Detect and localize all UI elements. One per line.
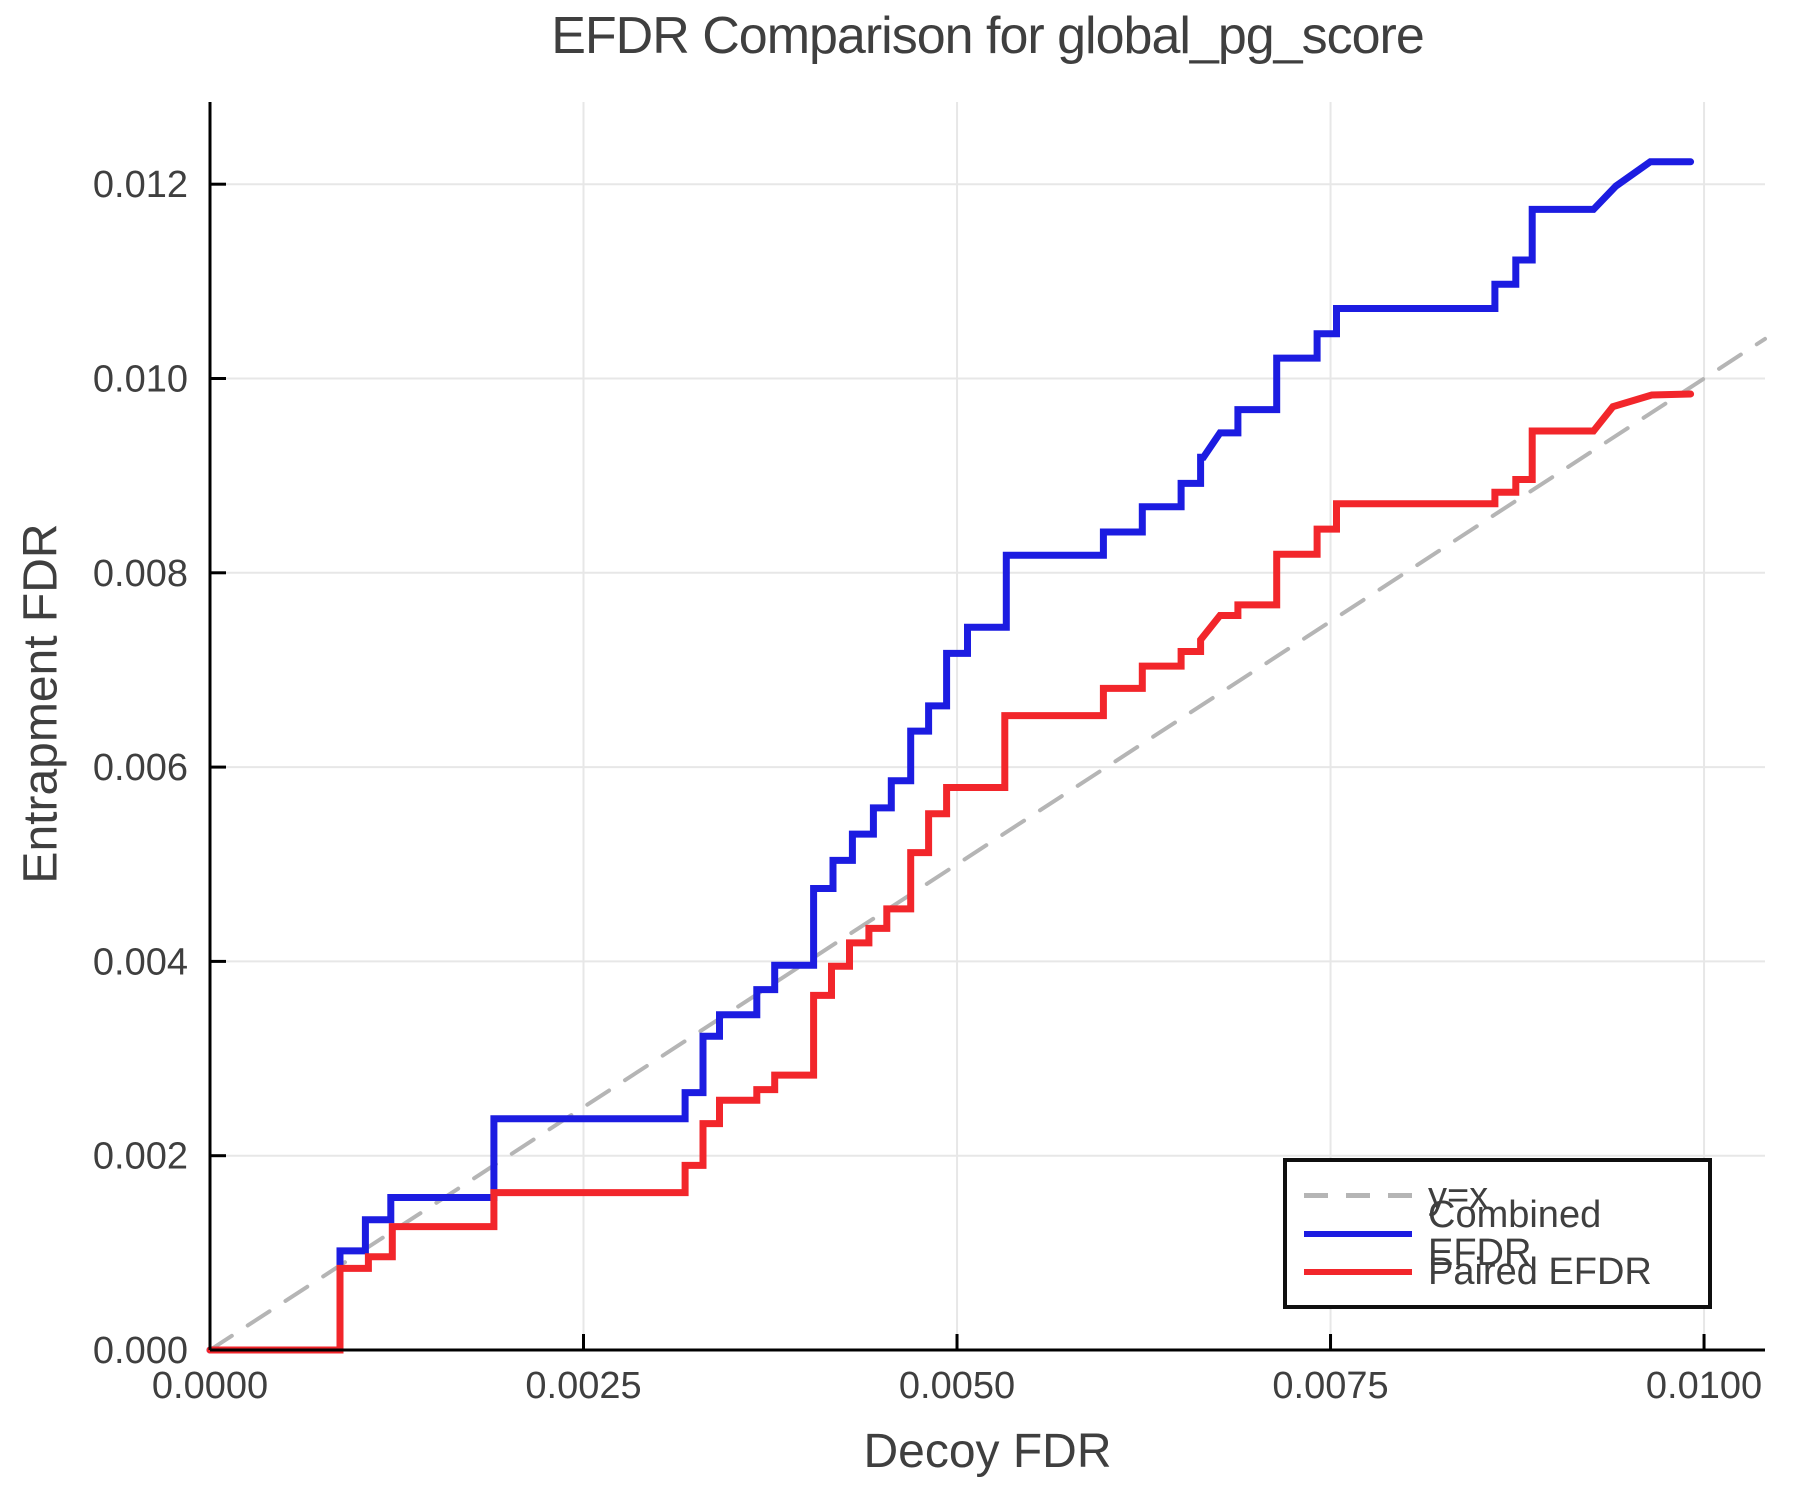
legend-label: Combined EFDR: [1428, 1193, 1602, 1274]
x-tick-label: 0.0100: [1646, 1365, 1762, 1407]
x-tick-label: 0.0075: [1272, 1365, 1388, 1407]
series-combined-efdr: [206, 158, 1695, 1354]
series-paired-efdr: [206, 390, 1695, 1354]
x-tick-label: 0.0050: [899, 1365, 1015, 1407]
legend-label: y=x: [1428, 1174, 1489, 1217]
x-tick-label: 0.0025: [525, 1365, 641, 1407]
y-tick-label: 0.002: [93, 1136, 188, 1178]
red-line-sample-icon: [1304, 1268, 1412, 1275]
y-tick-label: 0.008: [93, 553, 188, 595]
legend-label: Paired EFDR: [1428, 1250, 1652, 1293]
y-tick-label: 0.010: [93, 358, 188, 400]
x-tick-label: 0.0000: [152, 1365, 268, 1407]
dashed-line-sample-icon: [1304, 1193, 1412, 1198]
chart-title: EFDR Comparison for global_pg_score: [551, 7, 1425, 65]
legend-item-paired: Paired EFDR: [1304, 1253, 1708, 1291]
y-tick-label: 0.012: [93, 164, 188, 206]
legend-item-combined: Combined EFDR: [1304, 1196, 1708, 1272]
series-y-x: [208, 336, 1767, 1352]
y-axis-title: Entrapment FDR: [14, 523, 68, 884]
y-tick-label: 0.004: [93, 941, 188, 983]
y-tick-label: 0.006: [93, 747, 188, 789]
blue-line-sample-icon: [1304, 1230, 1412, 1237]
x-axis-title: Decoy FDR: [863, 1425, 1112, 1478]
y-tick-label: 0.000: [93, 1330, 188, 1372]
legend-item-reference: y=x: [1304, 1177, 1708, 1215]
legend: y=x Combined EFDR Paired EFDR: [1283, 1158, 1712, 1309]
